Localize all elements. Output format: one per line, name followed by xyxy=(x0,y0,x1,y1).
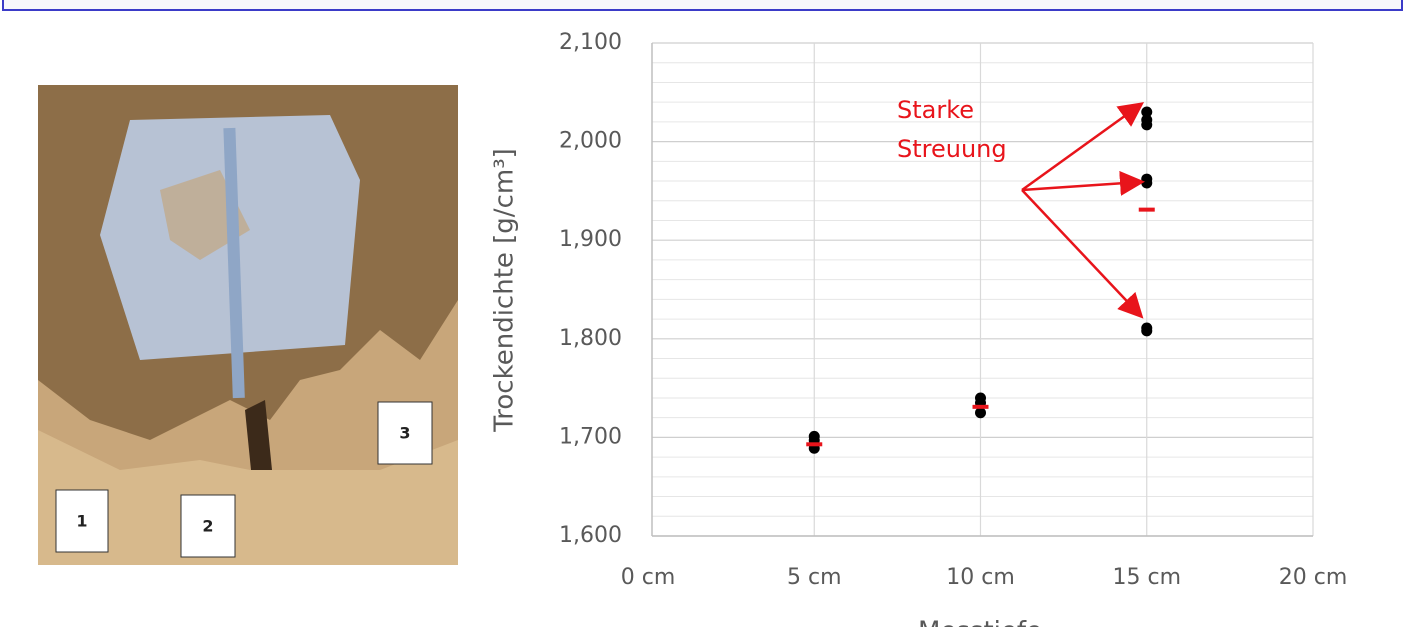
y-tick-label: 1,700 xyxy=(559,424,622,449)
x-axis-label: Messtiefe xyxy=(918,617,1042,627)
x-tick-label: 20 cm xyxy=(1279,565,1348,590)
y-axis-label: Trockendichte [g/cm³] xyxy=(490,148,520,433)
annotation-text: Starke xyxy=(897,96,974,124)
annotation: Starke Streuung xyxy=(897,96,1007,163)
y-tick-label: 2,100 xyxy=(559,30,622,55)
annotation-text: Streuung xyxy=(897,135,1007,163)
y-tick-label: 2,000 xyxy=(559,129,622,154)
y-tick-label: 1,900 xyxy=(559,227,622,252)
photo-label: 2 xyxy=(202,517,213,536)
photo-label: 1 xyxy=(76,512,87,531)
data-point xyxy=(1141,325,1152,336)
data-point xyxy=(1141,119,1152,130)
mean-marker xyxy=(973,405,989,409)
y-tick-label: 1,800 xyxy=(559,326,622,351)
x-tick-label: 15 cm xyxy=(1112,565,1181,590)
x-tick-label: 5 cm xyxy=(787,565,842,590)
photo: 1 2 3 xyxy=(38,85,458,565)
data-point xyxy=(1141,178,1152,189)
slide: 1 2 3 Trockendichte [g/cm³] Messtiefe 1,… xyxy=(0,0,1405,627)
x-tick-label: 10 cm xyxy=(946,565,1015,590)
header-frame xyxy=(3,0,1402,10)
annotation-arrow xyxy=(1022,105,1140,190)
annotation-arrow xyxy=(1022,182,1140,190)
photo-label: 3 xyxy=(399,424,410,443)
x-tick-label: 0 cm xyxy=(621,565,676,590)
mean-marker xyxy=(1139,208,1155,212)
y-tick-label: 1,600 xyxy=(559,523,622,548)
mean-marker xyxy=(806,442,822,446)
annotation-arrow xyxy=(1022,190,1140,315)
data-point xyxy=(975,407,986,418)
